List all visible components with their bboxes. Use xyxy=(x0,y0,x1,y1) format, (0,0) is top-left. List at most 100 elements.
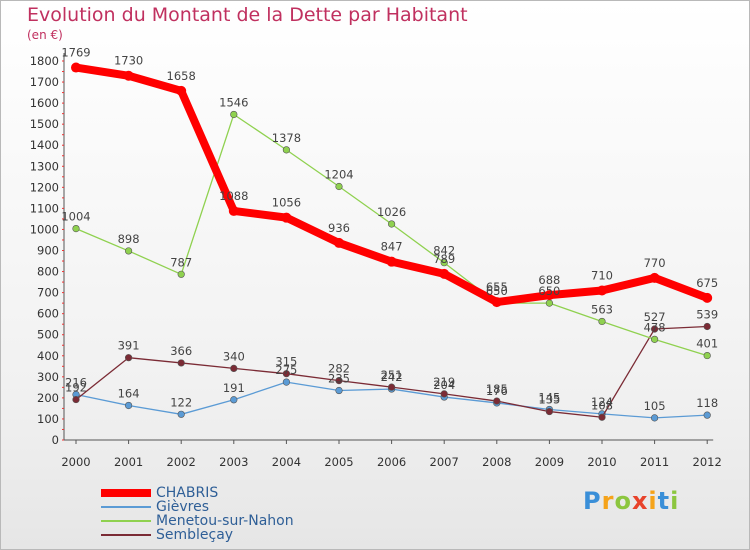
y-tick-label: 1300 xyxy=(30,159,59,173)
y-tick-label: 100 xyxy=(37,412,59,426)
y-tick-label: 500 xyxy=(37,328,59,342)
data-label: 275 xyxy=(275,363,297,377)
data-point xyxy=(545,299,554,307)
logo-letter: t xyxy=(657,487,671,515)
data-label: 235 xyxy=(328,372,350,386)
data-label: 1730 xyxy=(114,54,143,68)
data-point xyxy=(335,377,343,385)
data-point xyxy=(335,386,343,395)
data-label: 108 xyxy=(591,398,613,412)
data-label: 770 xyxy=(644,256,666,270)
logo-letter: r xyxy=(601,487,615,515)
x-tick-label: 2011 xyxy=(640,455,669,469)
data-label: 787 xyxy=(170,255,192,269)
data-point xyxy=(124,401,133,410)
data-point xyxy=(177,410,185,418)
data-label: 898 xyxy=(118,232,140,246)
legend-label: CHABRIS xyxy=(156,485,219,501)
x-tick-label: 2009 xyxy=(535,455,564,469)
data-label: 847 xyxy=(381,240,403,254)
data-label: 391 xyxy=(118,339,140,353)
data-point xyxy=(124,354,133,362)
data-point xyxy=(388,220,396,228)
data-point xyxy=(703,411,711,419)
x-tick-label: 2008 xyxy=(482,455,511,469)
data-point xyxy=(440,390,448,398)
data-point xyxy=(545,407,554,416)
data-label: 710 xyxy=(591,269,613,283)
data-label: 164 xyxy=(118,386,140,400)
data-point xyxy=(124,247,133,255)
data-point xyxy=(439,268,450,279)
y-tick-label: 600 xyxy=(37,307,59,321)
legend-item: Gièvres xyxy=(101,499,294,515)
data-label: 251 xyxy=(381,368,403,382)
data-point xyxy=(335,182,343,191)
y-tick-label: 0 xyxy=(52,433,59,447)
data-label: 219 xyxy=(433,375,455,389)
data-point xyxy=(177,359,185,367)
data-label: 936 xyxy=(328,221,350,235)
legend-item: CHABRIS xyxy=(101,485,294,501)
data-point xyxy=(544,290,555,301)
data-label: 185 xyxy=(486,382,508,396)
data-label: 315 xyxy=(275,355,297,369)
data-point xyxy=(230,396,238,404)
x-tick-label: 2004 xyxy=(272,455,301,469)
data-point xyxy=(493,397,501,405)
x-tick-label: 2002 xyxy=(167,455,196,469)
legend-swatch xyxy=(101,489,151,497)
data-label: 192 xyxy=(65,381,87,395)
data-label: 650 xyxy=(538,284,560,298)
data-label: 145 xyxy=(538,390,560,404)
data-label: 789 xyxy=(433,252,455,266)
legend-swatch xyxy=(101,506,151,508)
data-label: 842 xyxy=(433,244,455,258)
y-tick-label: 400 xyxy=(37,349,59,363)
data-point xyxy=(388,383,396,391)
data-label: 366 xyxy=(170,344,192,358)
x-tick-label: 2005 xyxy=(324,455,353,469)
data-point xyxy=(491,297,502,308)
unit-label: (en €) xyxy=(27,28,63,42)
data-label: 124 xyxy=(591,395,613,409)
data-point xyxy=(176,85,187,96)
series-line-2 xyxy=(75,113,708,357)
x-tick-label: 2003 xyxy=(219,455,248,469)
data-label: 118 xyxy=(696,396,718,410)
data-label: 675 xyxy=(696,276,718,290)
y-tick-label: 1700 xyxy=(30,75,59,89)
data-label: 1026 xyxy=(377,205,406,219)
legend-swatch xyxy=(101,520,151,522)
data-point xyxy=(281,212,292,223)
data-label: 122 xyxy=(170,395,192,409)
data-label: 340 xyxy=(223,349,245,363)
data-label: 563 xyxy=(591,302,613,316)
data-label: 1204 xyxy=(324,167,353,181)
data-point xyxy=(703,351,711,360)
y-tick-label: 1000 xyxy=(30,222,59,236)
data-point xyxy=(123,70,134,81)
x-tick-label: 2010 xyxy=(587,455,616,469)
data-label: 242 xyxy=(381,370,403,384)
logo-letter: x xyxy=(631,487,649,515)
legend-label: Sembleçay xyxy=(156,527,234,543)
legend-item: Menetou-sur-Nahon xyxy=(101,513,294,529)
data-point xyxy=(334,237,344,248)
data-point xyxy=(72,225,80,233)
data-label: 478 xyxy=(644,320,666,334)
data-point xyxy=(230,364,238,373)
data-point xyxy=(650,414,659,422)
data-label: 176 xyxy=(486,384,508,398)
y-tick-label: 700 xyxy=(37,286,59,300)
y-tick-label: 1600 xyxy=(30,96,59,110)
data-label: 105 xyxy=(644,399,666,413)
chart-title: Evolution du Montant de la Dette par Hab… xyxy=(27,4,468,26)
data-label: 1769 xyxy=(61,46,90,60)
y-tick-label: 1100 xyxy=(30,201,59,215)
data-point xyxy=(282,378,291,386)
logo-letter: i xyxy=(648,487,658,515)
data-point xyxy=(649,272,660,283)
logo-letter: o xyxy=(614,487,632,515)
